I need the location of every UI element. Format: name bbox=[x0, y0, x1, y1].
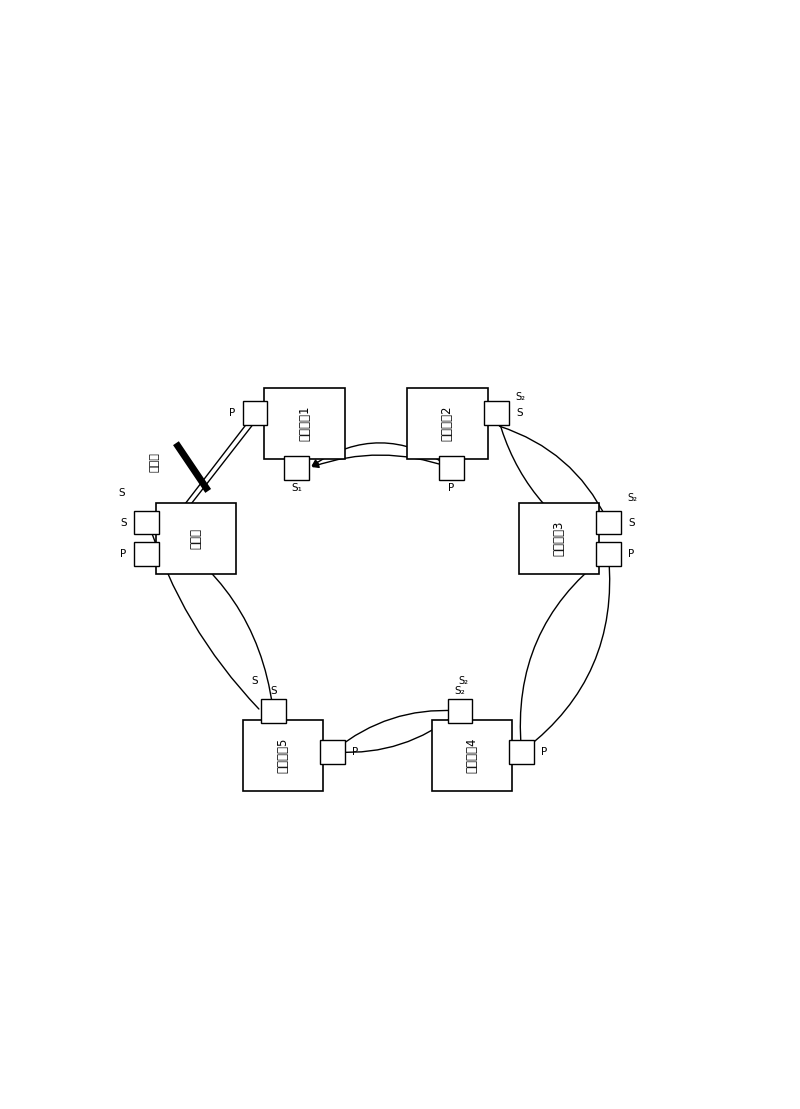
Text: S₂: S₂ bbox=[458, 676, 468, 686]
Text: P: P bbox=[229, 408, 235, 418]
Text: P: P bbox=[628, 549, 634, 559]
Text: S: S bbox=[118, 488, 125, 498]
Bar bbox=[320, 740, 345, 764]
Text: 传输节点4: 传输节点4 bbox=[466, 737, 478, 773]
Bar bbox=[264, 388, 345, 459]
Text: S: S bbox=[270, 686, 277, 696]
Bar bbox=[134, 542, 159, 566]
Bar bbox=[242, 720, 323, 791]
Text: S₁: S₁ bbox=[291, 482, 302, 492]
Text: 传输节点2: 传输节点2 bbox=[441, 406, 454, 441]
Bar bbox=[510, 740, 534, 764]
Text: S: S bbox=[628, 518, 635, 528]
Bar bbox=[447, 700, 472, 723]
Bar bbox=[485, 401, 509, 425]
Bar bbox=[407, 388, 487, 459]
Bar bbox=[156, 502, 237, 574]
Bar bbox=[261, 700, 286, 723]
Bar bbox=[432, 720, 512, 791]
Text: S: S bbox=[120, 518, 126, 528]
Bar bbox=[284, 456, 309, 480]
Text: P: P bbox=[542, 746, 548, 756]
Text: P: P bbox=[448, 482, 454, 492]
Bar bbox=[596, 511, 621, 535]
Text: P: P bbox=[121, 549, 126, 559]
Bar bbox=[439, 456, 464, 480]
Bar bbox=[134, 511, 159, 535]
Bar bbox=[596, 542, 621, 566]
Bar bbox=[242, 401, 267, 425]
Text: 主节点: 主节点 bbox=[190, 528, 202, 549]
Text: S₂: S₂ bbox=[627, 492, 637, 502]
Text: 故障点: 故障点 bbox=[150, 451, 159, 471]
Text: P: P bbox=[352, 746, 358, 756]
Text: 传输节点5: 传输节点5 bbox=[277, 737, 290, 773]
Text: S₂: S₂ bbox=[454, 686, 466, 696]
Text: S₂: S₂ bbox=[515, 393, 526, 403]
Bar bbox=[518, 502, 599, 574]
Text: 传输节点1: 传输节点1 bbox=[298, 406, 311, 441]
Text: 传输节点3: 传输节点3 bbox=[552, 520, 566, 556]
Text: S: S bbox=[251, 676, 258, 686]
Text: S: S bbox=[517, 408, 523, 418]
